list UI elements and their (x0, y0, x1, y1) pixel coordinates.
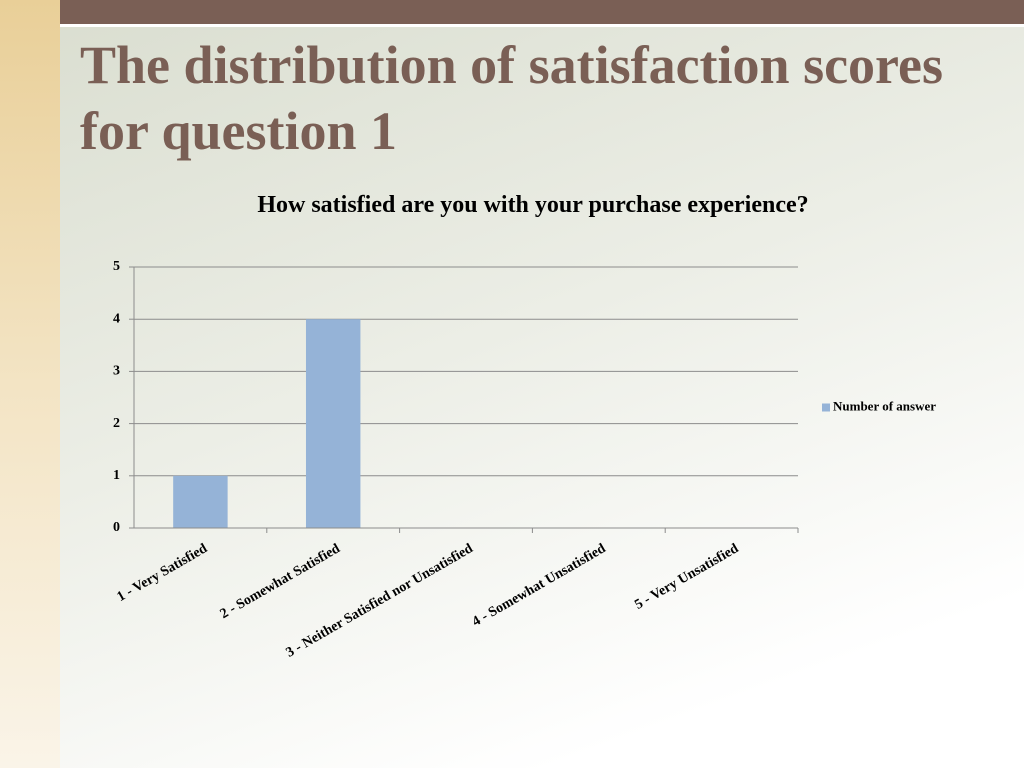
legend-label: Number of answer (833, 398, 936, 413)
y-tick-label: 2 (113, 416, 120, 431)
y-tick-label: 5 (113, 259, 120, 274)
chart-title: How satisfied are you with your purchase… (257, 192, 809, 218)
legend-swatch (822, 403, 830, 412)
slide-title: The distribution of satisfaction scores … (80, 35, 944, 161)
x-tick-label: 5 - Very Unsatisfied (632, 541, 741, 613)
top-bar (60, 0, 1024, 27)
y-tick-label: 1 (113, 468, 120, 483)
bar (305, 319, 361, 528)
x-tick-label: 4 - Somewhat Unsatisfied (470, 541, 609, 630)
x-tick-label: 1 - Very Satisfied (115, 541, 211, 605)
y-tick-label: 3 (113, 364, 120, 379)
x-tick-label: 2 - Somewhat Satisfied (218, 541, 343, 622)
side-strip (0, 0, 60, 768)
y-tick-label: 4 (113, 311, 120, 326)
bar (173, 475, 228, 528)
y-tick-label: 0 (113, 520, 120, 535)
